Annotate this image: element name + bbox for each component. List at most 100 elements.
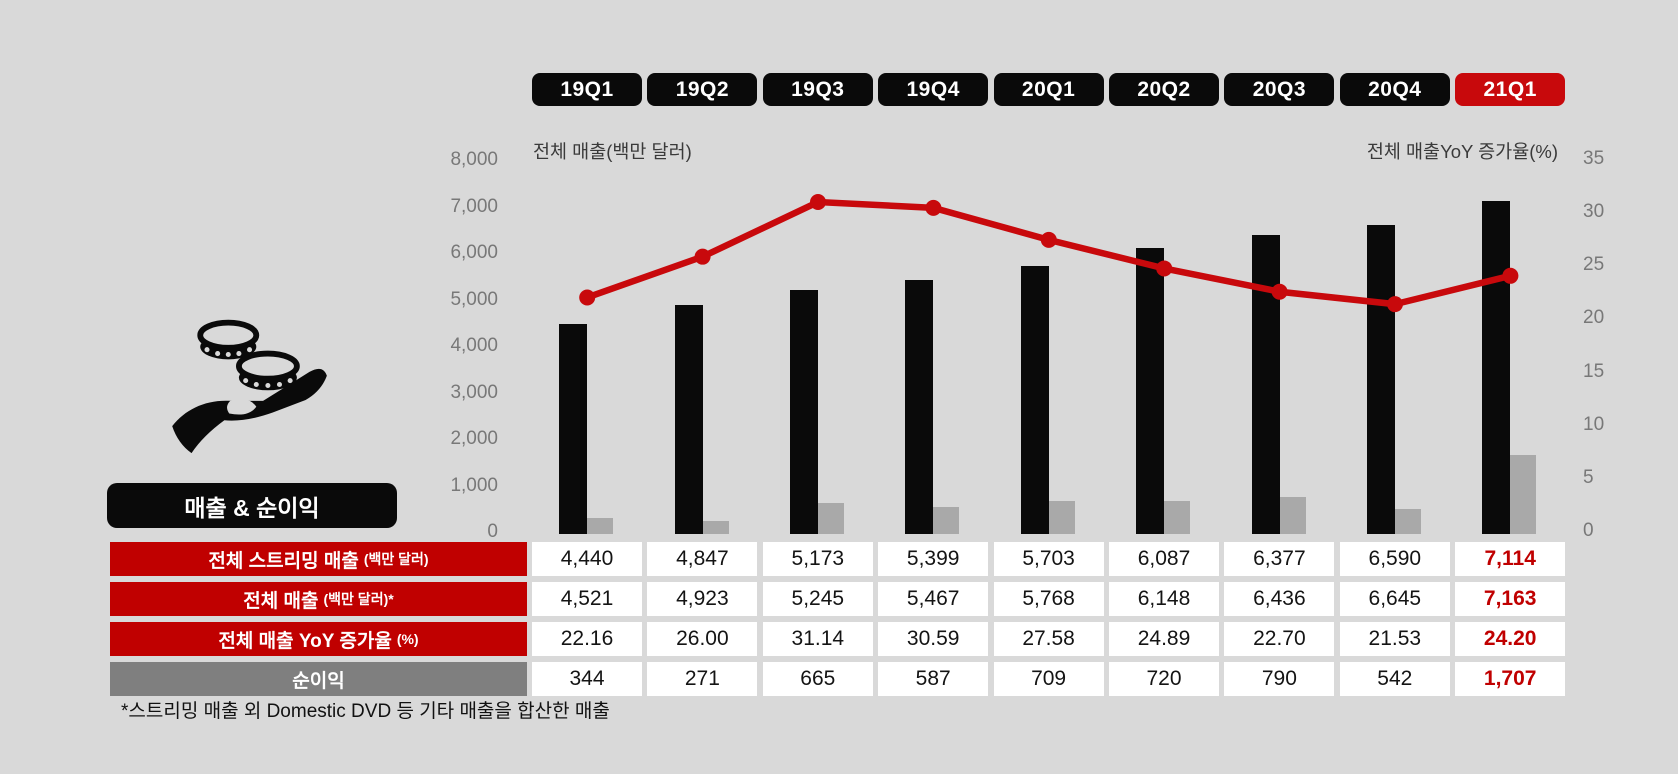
left-axis-tick: 4,000 bbox=[450, 335, 498, 357]
table-row-label: 순이익 bbox=[110, 662, 527, 696]
yoy-point-19Q1 bbox=[579, 289, 596, 306]
row-label-unit: (%) bbox=[396, 631, 419, 647]
revenue-bar-20Q3 bbox=[1251, 235, 1280, 534]
quarter-pill-19q4: 19Q4 bbox=[878, 73, 989, 106]
table-cell: 6,645 bbox=[1339, 582, 1450, 616]
left-axis-tick: 5,000 bbox=[450, 288, 498, 310]
table-cell: 5,399 bbox=[878, 542, 989, 576]
yoy-point-20Q1 bbox=[1040, 231, 1057, 248]
right-axis-tick: 25 bbox=[1583, 254, 1605, 276]
table-cell: 1,707 bbox=[1455, 662, 1566, 696]
table-row-label: 전체 매출 (백만 달러)* bbox=[110, 582, 527, 616]
netincome-bar-19Q1 bbox=[587, 518, 614, 534]
left-axis-title: 전체 매출(백만 달러) bbox=[533, 141, 692, 162]
hand-shape bbox=[172, 368, 327, 454]
table-cell: 5,768 bbox=[993, 582, 1104, 616]
table-cell: 720 bbox=[1109, 662, 1219, 696]
quarter-pill-20q3: 20Q3 bbox=[1224, 73, 1335, 106]
netincome-bar-20Q1 bbox=[1048, 501, 1075, 534]
row-label-text: 전체 매출 YoY 증가율 bbox=[218, 630, 392, 652]
right-axis-tick: 30 bbox=[1583, 201, 1605, 223]
revenue-bar-20Q2 bbox=[1136, 248, 1165, 534]
table-cell: 4,440 bbox=[532, 542, 642, 576]
row-label-unit: (백만 달러) bbox=[363, 551, 429, 567]
quarter-pill-20q1: 20Q1 bbox=[993, 73, 1104, 106]
table-cell: 6,436 bbox=[1224, 582, 1335, 616]
row-label-text: 전체 스트리밍 매출 bbox=[208, 550, 359, 572]
yoy-point-19Q2 bbox=[694, 248, 711, 265]
table-cell: 26.00 bbox=[647, 622, 758, 656]
quarter-pill-21q1: 21Q1 bbox=[1455, 73, 1566, 106]
netincome-bar-21Q1 bbox=[1510, 454, 1537, 534]
left-axis-tick: 8,000 bbox=[450, 149, 498, 171]
table-cell: 27.58 bbox=[993, 622, 1104, 656]
netincome-bar-20Q3 bbox=[1279, 497, 1306, 534]
table-cell: 790 bbox=[1224, 662, 1335, 696]
row-label-text: 순이익 bbox=[292, 670, 345, 692]
revenue-bar-21Q1 bbox=[1482, 201, 1511, 534]
right-axis-tick: 20 bbox=[1583, 307, 1605, 329]
row-label-text: 전체 매출 bbox=[243, 590, 319, 612]
revenue-bar-19Q3 bbox=[790, 290, 818, 534]
table-cell: 7,163 bbox=[1455, 582, 1566, 616]
table-cell: 709 bbox=[993, 662, 1104, 696]
yoy-point-19Q3 bbox=[810, 194, 826, 211]
coin-stack-front bbox=[235, 350, 300, 391]
left-axis-tick: 1,000 bbox=[450, 474, 498, 496]
table-cell: 5,467 bbox=[878, 582, 989, 616]
row-label-unit: (백만 달러)* bbox=[323, 591, 394, 607]
quarter-pill-20q2: 20Q2 bbox=[1109, 73, 1219, 106]
revenue-bar-20Q4 bbox=[1367, 225, 1395, 534]
table-cell: 6,590 bbox=[1339, 542, 1450, 576]
left-axis-tick: 7,000 bbox=[450, 195, 498, 217]
table-cell: 22.16 bbox=[532, 622, 642, 656]
right-axis-tick: 35 bbox=[1583, 148, 1605, 169]
table-cell: 4,521 bbox=[532, 582, 642, 616]
revenue-bar-19Q1 bbox=[559, 323, 588, 534]
table-cell: 587 bbox=[878, 662, 989, 696]
table-cell: 30.59 bbox=[878, 622, 989, 656]
right-axis-tick: 10 bbox=[1583, 413, 1605, 435]
quarter-pill-19q2: 19Q2 bbox=[647, 73, 758, 106]
table-cell: 4,847 bbox=[647, 542, 758, 576]
table-cell: 6,148 bbox=[1109, 582, 1219, 616]
table-cell: 665 bbox=[762, 662, 873, 696]
table-cell: 21.53 bbox=[1339, 622, 1450, 656]
table-row-label: 전체 매출 YoY 증가율 (%) bbox=[110, 622, 527, 656]
table-cell: 24.20 bbox=[1455, 622, 1566, 656]
right-axis-tick: 5 bbox=[1583, 466, 1594, 488]
table-cell: 31.14 bbox=[762, 622, 873, 656]
netincome-bar-20Q4 bbox=[1395, 508, 1421, 534]
table-cell: 5,173 bbox=[762, 542, 873, 576]
hand-coins-icon bbox=[172, 319, 327, 454]
table-cell: 6,377 bbox=[1224, 542, 1335, 576]
revenue-bar-20Q1 bbox=[1020, 266, 1049, 534]
table-cell: 5,703 bbox=[993, 542, 1104, 576]
table-row-label: 전체 스트리밍 매출 (백만 달러) bbox=[110, 542, 527, 576]
quarter-pill-20q4: 20Q4 bbox=[1339, 73, 1450, 106]
left-axis-tick: 2,000 bbox=[450, 428, 498, 450]
quarter-pill-19q1: 19Q1 bbox=[532, 73, 642, 106]
netincome-bar-19Q4 bbox=[933, 506, 960, 534]
table-cell: 344 bbox=[532, 662, 642, 696]
yoy-point-19Q4 bbox=[925, 199, 942, 216]
table-cell: 4,923 bbox=[647, 582, 758, 616]
coin-stack-back bbox=[197, 319, 260, 360]
netincome-bar-20Q2 bbox=[1164, 500, 1191, 534]
quarter-pill-19q3: 19Q3 bbox=[762, 73, 873, 106]
revenue-bar-19Q4 bbox=[905, 280, 934, 534]
revenue-bar-19Q2 bbox=[674, 305, 703, 534]
table-cell: 7,114 bbox=[1455, 542, 1566, 576]
table-cell: 6,087 bbox=[1109, 542, 1219, 576]
right-axis-tick: 15 bbox=[1583, 360, 1605, 382]
netincome-bar-19Q3 bbox=[818, 503, 844, 534]
table-cell: 542 bbox=[1339, 662, 1450, 696]
netincome-bar-19Q2 bbox=[702, 521, 729, 534]
right-axis-title: 전체 매출YoY 증가율(%) bbox=[1366, 141, 1558, 162]
table-cell: 271 bbox=[647, 662, 758, 696]
table-cell: 24.89 bbox=[1109, 622, 1219, 656]
footnote: *스트리밍 매출 외 Domestic DVD 등 기타 매출을 합산한 매출 bbox=[121, 701, 610, 722]
table-cell: 5,245 bbox=[762, 582, 873, 616]
section-badge: 매출 & 순이익 bbox=[107, 483, 397, 528]
